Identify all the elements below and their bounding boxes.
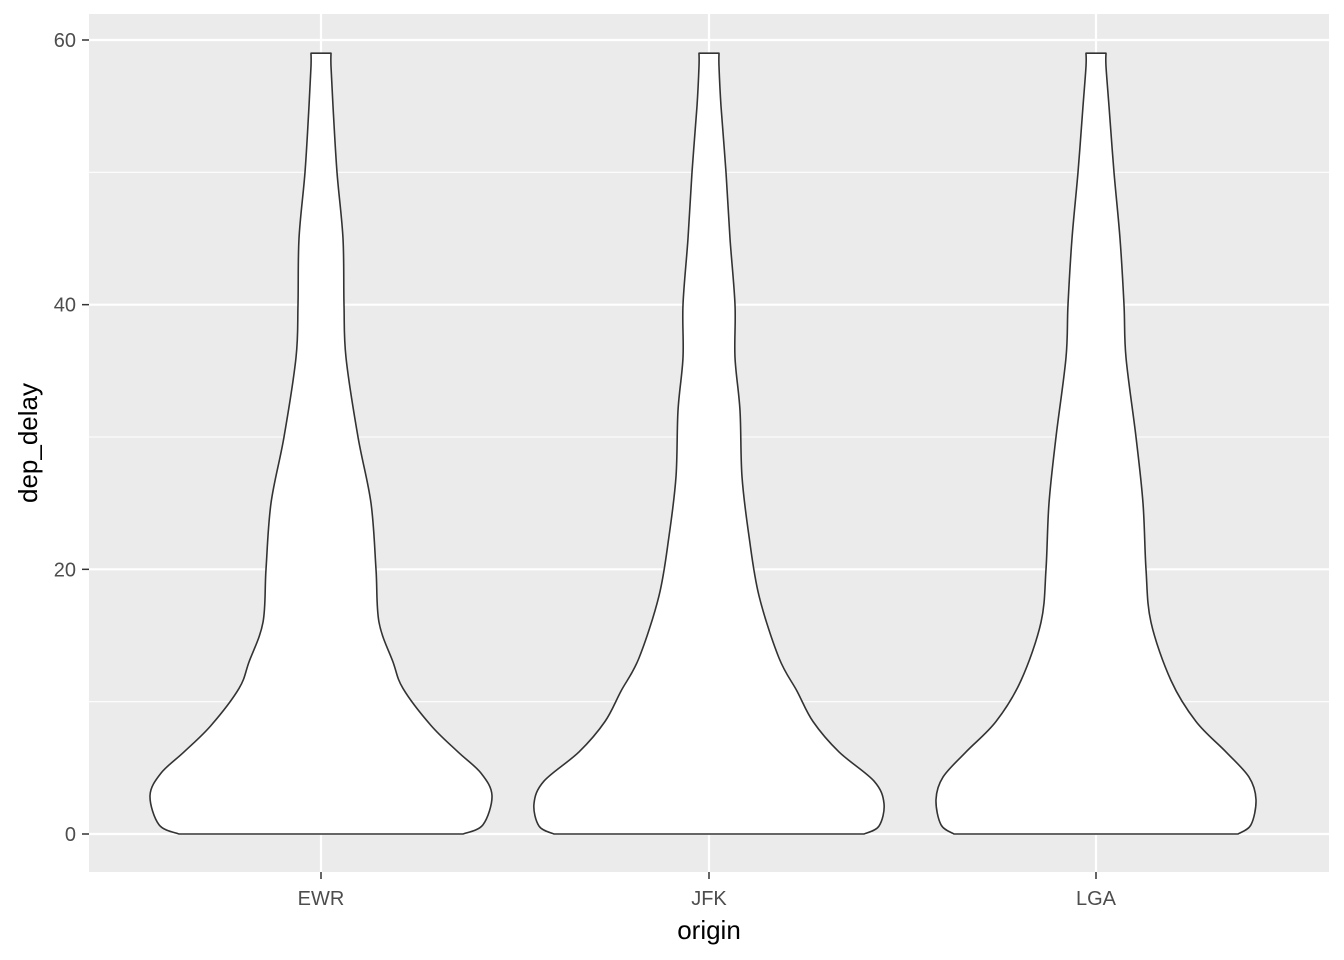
violin-ewr: [149, 52, 493, 835]
y-axis-title: dep_delay: [13, 383, 43, 503]
x-axis: EWR JFK LGA: [298, 872, 1117, 910]
y-axis: 0 20 40 60: [54, 30, 89, 846]
x-tick-label: JFK: [691, 888, 727, 910]
x-tick-label: EWR: [298, 888, 345, 910]
y-tick-label: 40: [54, 295, 76, 317]
violin-jfk: [533, 52, 885, 835]
y-tick-label: 60: [54, 30, 76, 52]
violin-lga: [935, 52, 1257, 835]
x-tick-label: LGA: [1076, 888, 1117, 910]
violins: [149, 52, 1257, 835]
y-tick-label: 0: [65, 824, 76, 846]
x-axis-title: origin: [677, 915, 741, 945]
y-tick-label: 20: [54, 559, 76, 581]
